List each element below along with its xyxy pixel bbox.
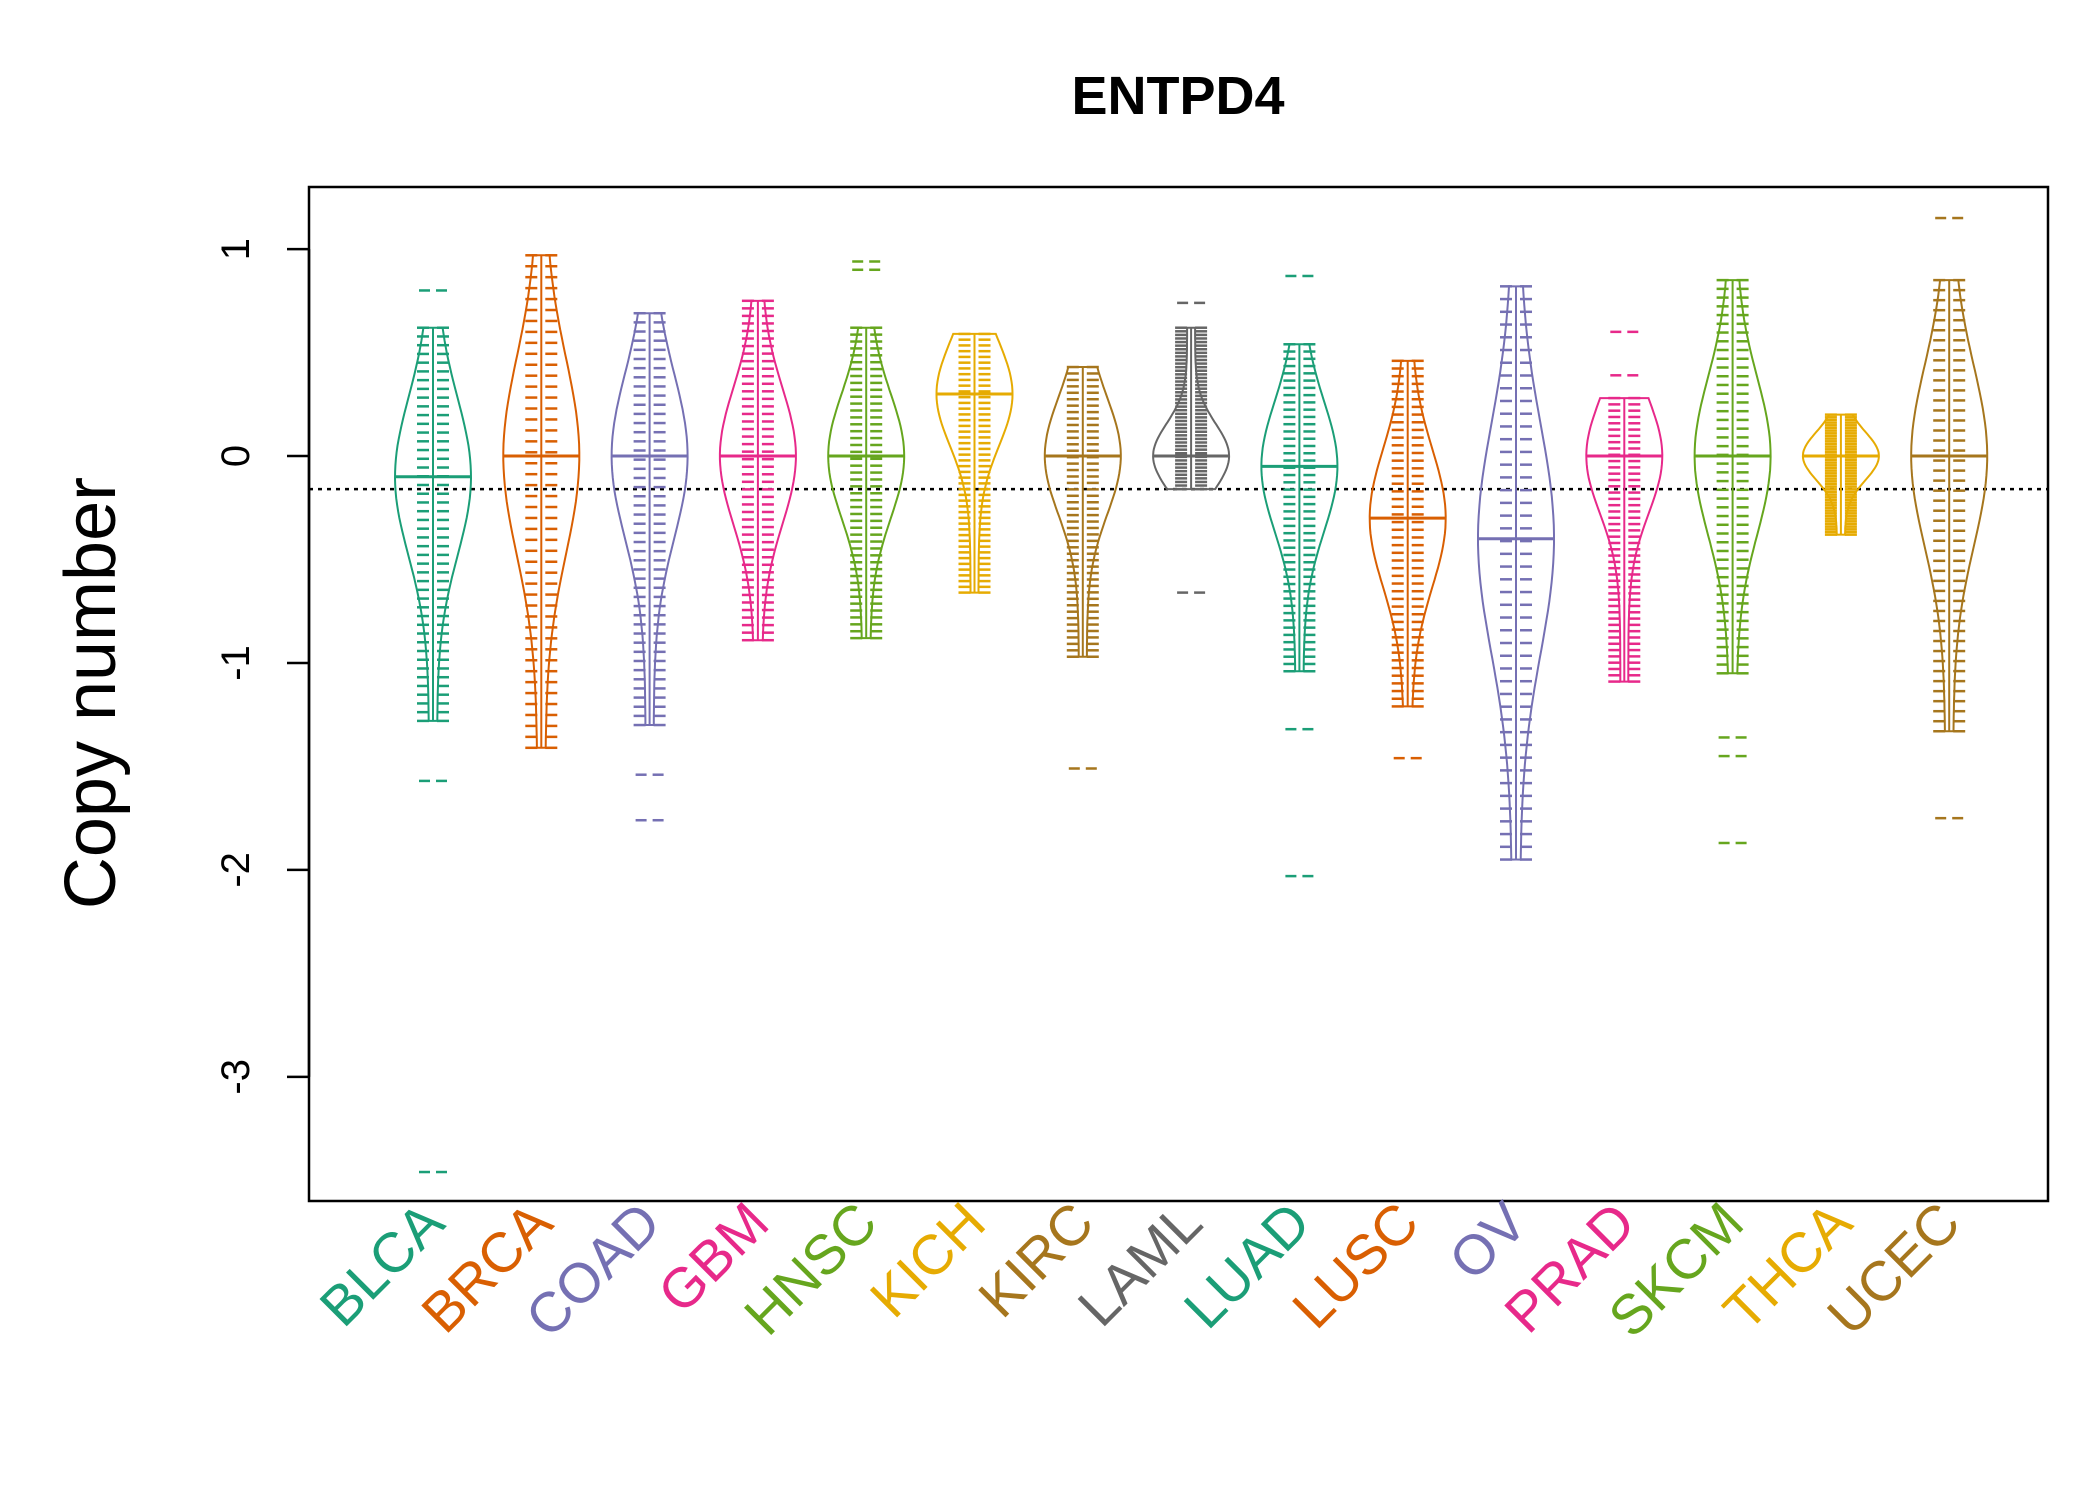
bean-thca [1801, 413, 1880, 536]
x-category-label: KICH [858, 1190, 997, 1329]
y-axis: 1 0 -1 -2 -3 [214, 238, 311, 1095]
bean-blca [393, 289, 473, 1174]
bean-group [393, 216, 1989, 1174]
bean-outline [827, 326, 906, 640]
bean-kirc [1043, 365, 1122, 770]
bean-ov [1477, 285, 1555, 861]
y-tick-label: -3 [214, 1059, 258, 1095]
bean-brca [502, 254, 581, 750]
bean-kich [935, 332, 1014, 594]
bean-outline [1260, 343, 1339, 673]
bean-outline [718, 299, 797, 642]
y-tick-label: -1 [214, 645, 258, 681]
bean-prad [1585, 330, 1664, 683]
y-tick-label: 1 [214, 238, 258, 260]
bean-gbm [718, 299, 797, 642]
bean-outline [1585, 397, 1664, 683]
bean-outline [1910, 279, 1989, 733]
bean-coad [610, 311, 689, 822]
bean-laml [1152, 301, 1231, 594]
bean-skcm [1693, 278, 1772, 845]
chart-title: ENTPD4 [1071, 66, 1284, 126]
x-category-label: LUAD [1172, 1190, 1322, 1340]
bean-luad [1260, 274, 1339, 878]
y-axis-label: Copy number [51, 477, 131, 909]
x-category-label: LUSC [1280, 1190, 1430, 1340]
bean-outline [610, 312, 689, 727]
bean-ucec [1910, 216, 1989, 820]
y-tick-label: -2 [214, 852, 258, 888]
bean-lusc [1368, 359, 1447, 760]
y-tick-label: 0 [214, 445, 258, 467]
bean-hnsc [827, 260, 906, 640]
